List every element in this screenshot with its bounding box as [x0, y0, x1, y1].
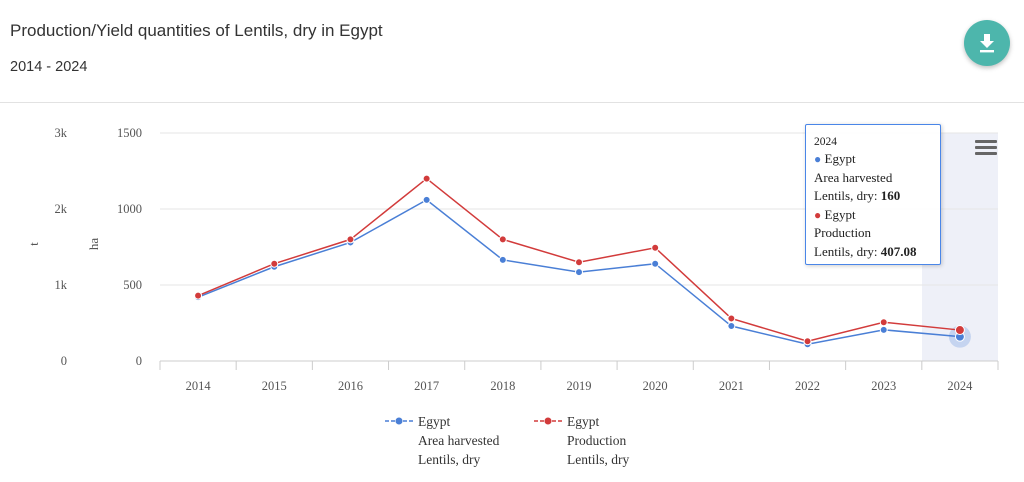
x-tick-label: 2021 [719, 379, 744, 393]
data-point [498, 235, 507, 244]
data-point [954, 325, 965, 336]
tooltip-series1-line1: Area harvested [814, 169, 893, 185]
x-tick-label: 2019 [567, 379, 592, 393]
y-right-tick-label: 0 [136, 354, 142, 368]
y-left-tick-label: 0 [61, 354, 67, 368]
x-tick-label: 2016 [338, 379, 363, 393]
legend-symbol-area-harvested [385, 417, 413, 425]
x-tick-label: 2014 [186, 379, 212, 393]
x-tick-label: 2024 [947, 379, 973, 393]
data-point [498, 255, 507, 264]
y-right-tick-label: 1500 [117, 126, 142, 140]
legend-line1: Egypt [567, 414, 600, 429]
data-point [575, 268, 583, 277]
download-button[interactable] [964, 20, 1010, 66]
legend-line1: Egypt [418, 414, 451, 429]
legend-line3: Lentils, dry [418, 452, 481, 467]
data-point [803, 337, 812, 346]
data-point [270, 259, 279, 268]
tooltip-series1-dot: ● [814, 152, 822, 166]
tooltip-series1-label: Lentils, dry: [814, 188, 881, 203]
data-point [575, 258, 583, 267]
data-point [651, 243, 660, 252]
data-point [879, 318, 888, 327]
y-left-tick-label: 1k [55, 278, 68, 292]
x-tick-label: 2022 [795, 379, 820, 393]
y-axis-left-ticks: 0 1k 2k 3k [55, 126, 68, 368]
x-axis-ticks: 2014 2015 2016 2017 2018 2019 2020 2021 2022 2023… [159, 361, 999, 393]
data-point [727, 314, 736, 323]
data-point [194, 291, 203, 300]
y-right-tick-label: 500 [123, 278, 142, 292]
legend-symbol-production [534, 417, 562, 425]
hamburger-menu-icon [975, 140, 997, 143]
download-icon [980, 34, 994, 53]
series-layer [194, 174, 971, 349]
y-axis-left-label: t [26, 242, 41, 246]
data-point [422, 195, 431, 204]
tooltip-series2-country: Egypt [824, 206, 856, 222]
chart-header: Production/Yield quantities of Lentils, … [0, 0, 1024, 103]
data-point [346, 235, 355, 244]
y-left-tick-label: 2k [55, 202, 68, 216]
y-axis-right-ticks: 0 500 1000 1500 [117, 126, 142, 368]
tooltip-year: 2024 [814, 136, 837, 148]
tooltip-series1-value: 160 [880, 188, 901, 203]
tooltip: 2024 ● Egypt Area harvested Lentils, dry… [805, 124, 941, 265]
x-tick-label: 2015 [262, 379, 287, 393]
data-point [422, 174, 431, 183]
menu-bar [975, 146, 997, 149]
data-point [651, 259, 660, 268]
x-tick-label: 2017 [414, 379, 439, 393]
y-axis-right-label: ha [86, 238, 101, 251]
legend-line2: Area harvested [418, 433, 500, 448]
x-tick-label: 2018 [490, 379, 515, 393]
tooltip-series2-line1: Production [814, 225, 872, 240]
x-tick-label: 2020 [643, 379, 668, 393]
y-left-tick-label: 3k [55, 126, 68, 140]
chart-title: Production/Yield quantities of Lentils, … [10, 21, 383, 40]
x-tick-label: 2023 [871, 379, 896, 393]
tooltip-series2-dot: ● [814, 207, 822, 222]
menu-bar [975, 152, 997, 155]
y-right-tick-label: 1000 [117, 202, 142, 216]
legend-line3: Lentils, dry [567, 452, 630, 467]
line-chart: 2014 2015 2016 2017 2018 2019 2020 2021 2022 2023… [26, 126, 999, 393]
data-point [879, 325, 888, 334]
data-point [727, 322, 736, 331]
chart-subtitle: 2014 - 2024 [10, 59, 88, 75]
legend-line2: Production [567, 433, 627, 448]
chart-menu-button[interactable] [972, 137, 1000, 161]
tooltip-series2-label: Lentils, dry: [814, 243, 881, 259]
tooltip-series1-country: Egypt [824, 151, 856, 166]
tooltip-series2-value: 407.08 [880, 243, 917, 259]
